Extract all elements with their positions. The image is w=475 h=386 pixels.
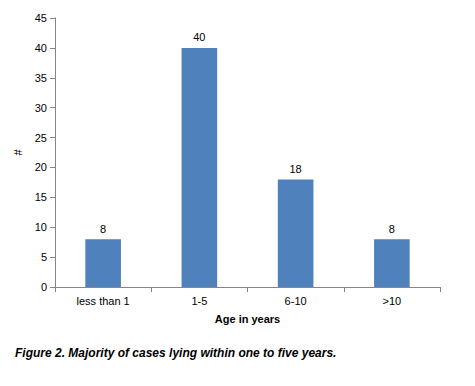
- svg-text:45: 45: [35, 12, 47, 24]
- svg-text:less than 1: less than 1: [77, 295, 130, 307]
- svg-text:40: 40: [35, 42, 47, 54]
- svg-text:18: 18: [290, 163, 302, 175]
- svg-text:5: 5: [41, 251, 47, 263]
- svg-text:35: 35: [35, 72, 47, 84]
- svg-text:20: 20: [35, 161, 47, 173]
- svg-text:>10: >10: [383, 295, 402, 307]
- svg-text:8: 8: [389, 223, 395, 235]
- svg-text:30: 30: [35, 102, 47, 114]
- svg-text:10: 10: [35, 221, 47, 233]
- svg-text:Figure 2. Majority of cases ly: Figure 2. Majority of cases lying within…: [15, 346, 336, 360]
- svg-text:0: 0: [41, 281, 47, 293]
- svg-text:1-5: 1-5: [191, 295, 207, 307]
- svg-text:#: #: [12, 149, 24, 156]
- svg-text:Age in years: Age in years: [215, 313, 280, 325]
- svg-text:15: 15: [35, 191, 47, 203]
- svg-text:40: 40: [193, 31, 205, 43]
- svg-text:8: 8: [100, 223, 106, 235]
- svg-text:25: 25: [35, 132, 47, 144]
- svg-text:6-10: 6-10: [285, 295, 307, 307]
